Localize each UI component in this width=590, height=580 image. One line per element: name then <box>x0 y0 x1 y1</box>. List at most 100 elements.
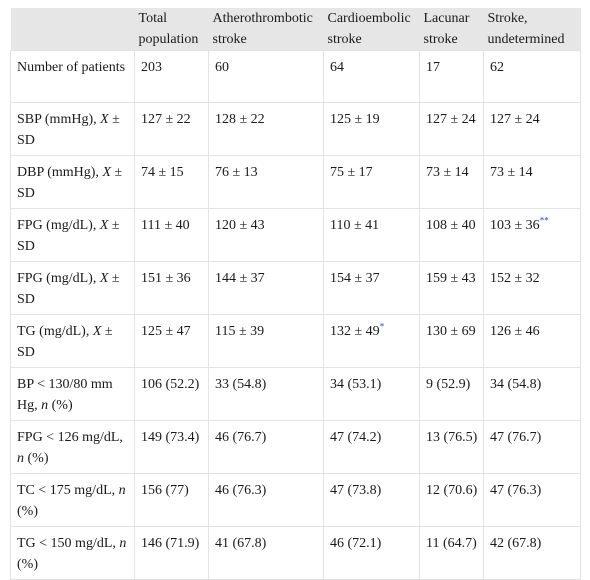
table-cell: 46 (72.1) <box>323 526 420 580</box>
table-row: DBP (mmHg), X ± SD 74 ± 15 76 ± 13 75 ± 17 7… <box>10 155 581 209</box>
header-line: Lacunar <box>423 11 470 26</box>
table-header: Total population Atherothrombotic stroke… <box>10 8 581 51</box>
table-cell: 64 <box>323 50 420 103</box>
table-cell: 132 ± 49* <box>323 314 420 368</box>
footnote-link[interactable]: * <box>379 321 385 332</box>
cell-value: 11 (64.7) <box>426 536 477 551</box>
cell-value: 60 <box>215 60 229 75</box>
row-label: DBP (mmHg), X ± SD <box>10 155 135 209</box>
table-cell: 73 ± 14 <box>483 155 581 209</box>
cell-value: 74 ± 15 <box>141 165 184 180</box>
table-body: Number of patients 203 60 64 17 62 SBP (mmHg),… <box>10 50 581 580</box>
table-cell: 156 (77) <box>134 473 209 527</box>
header-cell-lacunar: Lacunar stroke <box>419 8 484 51</box>
row-label-symbol: n <box>41 398 49 413</box>
cell-value: 17 <box>426 60 440 75</box>
cell-value: 62 <box>490 60 504 75</box>
table-cell: 125 ± 19 <box>323 102 420 156</box>
table-cell: 146 (71.9) <box>134 526 209 580</box>
cell-value: 203 <box>141 60 162 75</box>
table-cell: 152 ± 32 <box>483 261 581 315</box>
table-cell: 108 ± 40 <box>419 208 484 262</box>
row-label-text: TG < 150 mg/dL, <box>17 536 120 551</box>
cell-value: 41 (67.8) <box>215 536 267 551</box>
table-cell: 47 (76.7) <box>483 420 581 474</box>
table-cell: 47 (74.2) <box>323 420 420 474</box>
row-label-symbol: X <box>99 271 109 286</box>
table-cell: 62 <box>483 50 581 103</box>
cell-value: 125 ± 19 <box>330 112 380 127</box>
table-cell: 130 ± 69 <box>419 314 484 368</box>
table-cell: 75 ± 17 <box>323 155 420 209</box>
row-label-symbol: n <box>118 483 126 498</box>
row-label-text: FPG (mg/dL), <box>17 218 100 233</box>
table-row: TC < 175 mg/dL, n (%) 156 (77) 46 (76.3) 47… <box>10 473 581 527</box>
table-cell: 46 (76.7) <box>208 420 324 474</box>
cell-value: 47 (73.8) <box>330 483 382 498</box>
table-cell: 127 ± 24 <box>483 102 581 156</box>
cell-value: 76 ± 13 <box>215 165 258 180</box>
footnote-link[interactable]: ** <box>539 215 549 226</box>
table-cell: 111 ± 40 <box>134 208 209 262</box>
cell-value: 149 (73.4) <box>141 430 200 445</box>
row-label-text: SBP (mmHg), <box>17 112 101 127</box>
row-label: BP < 130/80 mm Hg, n (%) <box>10 367 135 421</box>
row-label-text: TG (mg/dL), <box>17 324 93 339</box>
table-container: Total population Atherothrombotic stroke… <box>10 8 581 580</box>
cell-value: 108 ± 40 <box>426 218 476 233</box>
table-cell: 33 (54.8) <box>208 367 324 421</box>
row-label: TG (mg/dL), X ± SD <box>10 314 135 368</box>
cell-value: 110 ± 41 <box>330 218 380 233</box>
cell-value: 33 (54.8) <box>215 377 267 392</box>
table-cell: 34 (53.1) <box>323 367 420 421</box>
header-line: undetermined <box>487 32 565 47</box>
cell-value: 34 (54.8) <box>490 377 542 392</box>
table-row: FPG (mg/dL), X ± SD 111 ± 40 120 ± 43 110 ±… <box>10 208 581 262</box>
row-label: SBP (mmHg), X ± SD <box>10 102 135 156</box>
header-line: Atherothrombotic <box>212 11 313 26</box>
table-cell: 127 ± 22 <box>134 102 209 156</box>
cell-value: 151 ± 36 <box>141 271 191 286</box>
cell-value: 127 ± 24 <box>426 112 476 127</box>
table-cell: 76 ± 13 <box>208 155 324 209</box>
table-row: Number of patients 203 60 64 17 62 <box>10 50 581 103</box>
cell-value: 127 ± 24 <box>490 112 540 127</box>
table-cell: 126 ± 46 <box>483 314 581 368</box>
table-cell: 13 (76.5) <box>419 420 484 474</box>
cell-value: 73 ± 14 <box>490 165 533 180</box>
row-label-symbol: X <box>100 112 109 127</box>
header-cell-cardioembolic: Cardioembolic stroke <box>323 8 420 51</box>
cell-value: 46 (76.3) <box>215 483 267 498</box>
table-cell: 11 (64.7) <box>419 526 484 580</box>
table-cell: 125 ± 47 <box>134 314 209 368</box>
row-label-suffix: ± SD <box>17 112 120 148</box>
cell-value: 125 ± 47 <box>141 324 191 339</box>
row-label-suffix: (%) <box>48 398 73 413</box>
row-label-text: BP < 130/80 mm Hg, <box>17 377 113 413</box>
table-cell: 9 (52.9) <box>419 367 484 421</box>
header-cell-undetermined: Stroke, undetermined <box>483 8 581 51</box>
table-row: TG < 150 mg/dL, n (%) 146 (71.9) 41 (67.8)… <box>10 526 581 580</box>
row-label-text: DBP (mmHg), <box>17 165 103 180</box>
cell-value: 120 ± 43 <box>215 218 265 233</box>
header-cell-total: Total population <box>134 8 209 51</box>
table-cell: 60 <box>208 50 324 103</box>
table-row: FPG (mg/dL), X ± SD 151 ± 36 144 ± 37 154 ±… <box>10 261 581 315</box>
row-label-suffix: (%) <box>17 504 38 519</box>
cell-value: 47 (74.2) <box>330 430 382 445</box>
header-line: population <box>138 32 199 47</box>
table-row: FPG < 126 mg/dL, n (%) 149 (73.4) 46 (76.7… <box>10 420 581 474</box>
cell-value: 130 ± 69 <box>426 324 476 339</box>
row-label-symbol: X <box>99 218 109 233</box>
cell-value: 154 ± 37 <box>330 271 380 286</box>
header-cell-empty <box>10 8 135 51</box>
row-label: TG < 150 mg/dL, n (%) <box>10 526 135 580</box>
row-label-suffix: (%) <box>24 451 49 466</box>
cell-value: 13 (76.5) <box>426 430 478 445</box>
table-cell: 74 ± 15 <box>134 155 209 209</box>
table-cell: 151 ± 36 <box>134 261 209 315</box>
header-line: stroke <box>327 32 362 47</box>
table-cell: 115 ± 39 <box>208 314 324 368</box>
table-cell: 149 (73.4) <box>134 420 209 474</box>
cell-value: 103 ± 36 <box>490 218 540 233</box>
